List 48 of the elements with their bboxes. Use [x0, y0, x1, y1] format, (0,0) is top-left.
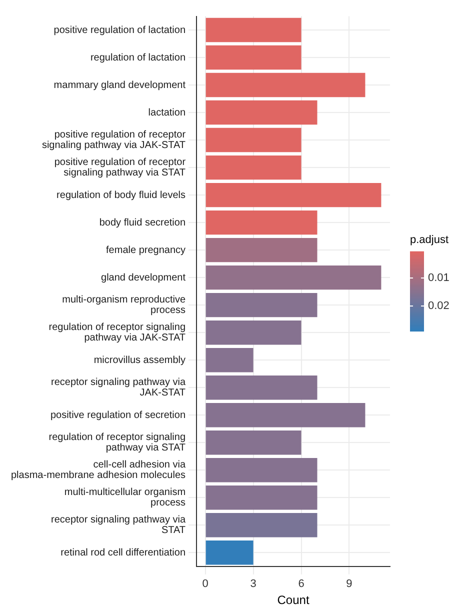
bar: [206, 458, 318, 482]
y-tick-label: multi-organism reproductive process: [62, 294, 186, 316]
y-tick-label: regulation of receptor signaling pathway via STAT: [48, 432, 186, 454]
bar: [206, 486, 318, 510]
color-bar-title: p.adjust: [410, 234, 449, 246]
bar: [206, 155, 302, 180]
y-tick-label: microvillus assembly: [94, 354, 186, 366]
bar: [206, 430, 302, 455]
bar: [206, 403, 366, 428]
y-tick-label: female pregnancy: [106, 244, 186, 256]
x-tick-label: 3: [250, 578, 256, 590]
y-tick-label: body fluid secretion: [99, 217, 186, 228]
bar: [206, 210, 318, 235]
bar: [206, 182, 382, 208]
bar: [206, 348, 254, 372]
color-bar-label: 0.02: [428, 300, 450, 312]
y-tick-label: positive regulation of lactation: [54, 24, 186, 36]
x-tick-label: 6: [298, 578, 304, 590]
bar: [206, 100, 318, 125]
bar: [206, 320, 302, 345]
y-tick-label: regulation of lactation: [90, 52, 186, 64]
y-tick-label: receptor signaling pathway via JAK-STAT: [51, 377, 186, 399]
bar: [206, 128, 302, 152]
x-tick-label: 9: [346, 578, 352, 590]
y-tick-label: lactation: [148, 107, 186, 118]
y-tick-label: regulation of receptor signaling pathway via JAK-STAT: [48, 322, 186, 344]
y-tick-label: positive regulation of receptor signaling pathway via STAT: [54, 157, 186, 179]
bar: [206, 238, 318, 262]
y-tick-label: mammary gland development: [54, 80, 186, 91]
bar: [206, 265, 382, 290]
bar: [206, 540, 254, 565]
y-tick-label: gland development: [101, 272, 186, 284]
y-tick-label: multi-multicellular organism process: [64, 487, 186, 509]
y-tick-label: positive regulation of receptor signaling pathway via JAK-STAT: [42, 130, 186, 152]
bar: [206, 292, 318, 318]
y-tick-label: receptor signaling pathway via STAT: [51, 514, 186, 536]
bar: [206, 513, 318, 538]
y-tick-label: regulation of body fluid levels: [56, 190, 186, 201]
x-tick-label: 0: [202, 578, 208, 590]
bar: [206, 72, 366, 98]
bar: [206, 376, 318, 400]
y-tick-label: retinal rod cell differentiation: [60, 547, 186, 558]
color-bar-label: 0.01: [428, 272, 450, 284]
y-tick-label: positive regulation of secretion: [50, 410, 186, 421]
bar: [206, 45, 302, 70]
x-axis-title: Count: [277, 593, 310, 608]
bar: [206, 18, 302, 42]
y-tick-label: cell-cell adhesion via plasma-membrane adhesion molecules: [11, 460, 186, 482]
